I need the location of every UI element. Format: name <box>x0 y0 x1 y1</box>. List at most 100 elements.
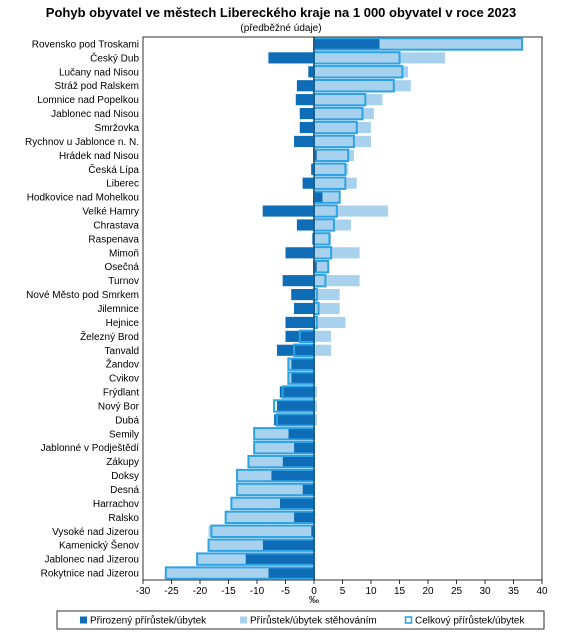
category-label: Liberec <box>106 179 139 190</box>
natural-increase-bar <box>299 121 314 134</box>
x-tick-label: -5 <box>281 586 290 597</box>
category-label: Turnov <box>108 276 139 287</box>
migration-increase-bar <box>314 80 411 92</box>
x-tick-label: -30 <box>136 586 151 597</box>
natural-increase-bar <box>314 261 317 273</box>
migration-increase-bar <box>314 219 352 231</box>
natural-increase-bar <box>294 135 314 147</box>
migration-increase-bar <box>316 149 354 161</box>
natural-increase-bar <box>285 316 314 328</box>
migration-increase-bar <box>254 428 289 440</box>
natural-increase-bar <box>279 386 314 398</box>
migration-increase-bar <box>314 386 317 398</box>
natural-increase-bar <box>276 344 314 356</box>
natural-increase-bar <box>294 511 314 523</box>
category-label: Dubá <box>115 415 139 426</box>
category-label: Osečná <box>105 262 140 273</box>
category-label: Velké Hamry <box>82 207 139 218</box>
x-tick-label: 40 <box>536 586 548 597</box>
migration-increase-bar <box>237 483 303 496</box>
natural-increase-bar <box>314 191 323 203</box>
category-label: Tanvald <box>105 346 139 357</box>
x-tick-label: 20 <box>422 586 434 597</box>
natural-increase-bar <box>262 539 314 551</box>
natural-increase-bar <box>268 52 314 64</box>
legend-label: Přírůstek/úbytek stěhováním <box>250 615 377 627</box>
natural-increase-bar <box>295 94 314 106</box>
category-label: Lučany nad Nisou <box>59 67 139 78</box>
migration-increase-bar <box>314 247 360 259</box>
category-label: Rokytnice nad Jizerou <box>41 569 139 580</box>
category-label: Jablonec nad Nisou <box>51 109 139 120</box>
migration-increase-bar <box>314 344 332 356</box>
natural-increase-bar <box>245 553 314 565</box>
category-label: Smržovka <box>95 123 140 134</box>
migration-increase-bar <box>254 442 295 454</box>
legend-migration: Přírůstek/úbytek stěhováním <box>240 615 377 627</box>
category-label: Frýdlant <box>103 388 139 399</box>
legend-box <box>56 610 545 630</box>
migration-increase-bar <box>288 358 292 370</box>
natural-increase-bar <box>271 470 314 482</box>
migration-increase-bar <box>314 275 360 287</box>
category-label: Rovensko pod Troskami <box>32 39 139 50</box>
legend-swatch-total <box>404 616 413 624</box>
natural-increase-bar <box>311 525 314 537</box>
category-label: Semily <box>109 429 139 440</box>
natural-increase-bar <box>291 372 314 384</box>
natural-increase-bar <box>268 567 314 579</box>
natural-increase-bar <box>291 358 314 370</box>
natural-increase-bar <box>288 428 314 440</box>
migration-increase-bar <box>165 567 269 579</box>
category-label: Desná <box>110 485 139 496</box>
category-label: Hodkovice nad Mohelkou <box>27 193 139 204</box>
category-label: Harrachov <box>93 499 139 510</box>
category-label: Lomnice nad Popelkou <box>37 95 139 106</box>
category-label: Jablonné v Podještědí <box>41 443 140 454</box>
migration-increase-bar <box>314 414 317 426</box>
natural-increase-bar <box>282 275 314 287</box>
legend-swatch-natural <box>80 616 87 624</box>
x-tick-label: -15 <box>221 586 236 597</box>
x-tick-label: 0 <box>311 586 317 597</box>
natural-increase-bar <box>314 149 317 161</box>
natural-increase-bar <box>294 442 314 454</box>
x-tick-label: 25 <box>451 586 463 597</box>
migration-increase-bar <box>314 316 346 328</box>
x-tick-label: 10 <box>365 586 377 597</box>
migration-increase-bar <box>314 289 340 301</box>
migration-increase-bar <box>322 191 340 203</box>
natural-increase-bar <box>274 414 314 426</box>
category-label: Český Dub <box>90 51 139 64</box>
natural-increase-bar <box>302 177 314 189</box>
category-label: Zákupy <box>106 457 139 468</box>
legend-swatch-migration <box>240 616 247 624</box>
category-label: Jilemnice <box>97 304 139 315</box>
category-label: Železný Brod <box>80 330 139 343</box>
category-label: Raspenava <box>88 234 139 245</box>
migration-increase-bar <box>237 470 272 482</box>
category-label: Doksy <box>111 471 139 482</box>
x-axis-unit-label: ‰ <box>309 595 319 606</box>
migration-increase-bar <box>379 38 523 50</box>
legend-natural: Přirozený přírůstek/úbytek <box>80 615 207 627</box>
migration-increase-bar <box>231 497 280 509</box>
migration-increase-bar <box>314 163 349 175</box>
category-label: Rychnov u Jablonce n. N. <box>25 137 139 148</box>
migration-increase-bar <box>288 372 292 384</box>
natural-increase-bar <box>296 219 314 231</box>
migration-increase-bar <box>314 205 389 217</box>
migration-increase-bar <box>225 511 295 523</box>
x-tick-label: -10 <box>250 586 265 597</box>
chart-subtitle: (předběžné údaje) <box>240 23 321 34</box>
legend-label: Celkový přírůstek/úbytek <box>415 615 525 627</box>
x-tick-label: 35 <box>508 586 520 597</box>
category-label: Jablonec nad Jizerou <box>44 555 139 566</box>
natural-increase-bar <box>262 205 314 217</box>
x-tick-label: 30 <box>479 586 491 597</box>
migration-increase-bar <box>314 108 374 120</box>
migration-increase-bar <box>316 261 329 273</box>
category-label: Česká Lípa <box>88 163 139 176</box>
migration-increase-bar <box>314 400 317 412</box>
